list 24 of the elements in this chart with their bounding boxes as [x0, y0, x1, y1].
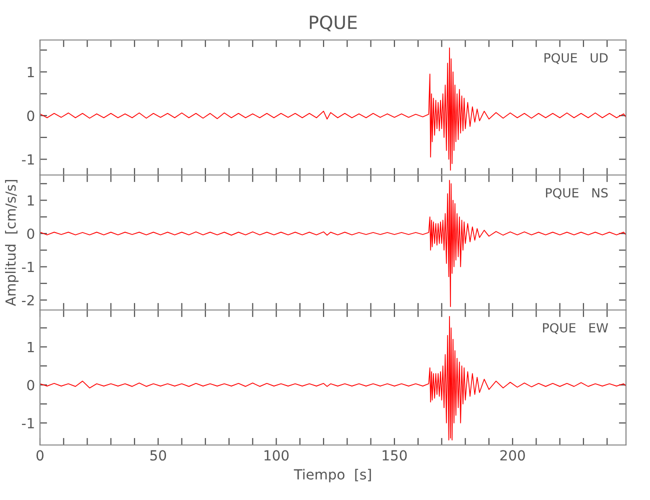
y-tick-label: 1 — [28, 67, 34, 78]
line-series — [40, 47, 626, 171]
y-tick-label: 0 — [27, 228, 34, 239]
x-tick-label: 0 — [36, 450, 44, 461]
y-tick-label: -1 — [22, 262, 34, 272]
x-tick-label: 50 — [150, 450, 166, 461]
line-series — [40, 180, 626, 308]
x-tick-label: 200 — [500, 450, 525, 461]
y-tick-label: -1 — [22, 418, 34, 428]
y-tick-label: 1 — [28, 342, 34, 352]
chart-title: PQUE — [310, 15, 357, 32]
y-tick-label: -2 — [22, 294, 34, 306]
y-axis-title: Amplitud [cm/s/s] — [5, 180, 19, 306]
y-tick-label: 0 — [27, 380, 34, 390]
x-tick-label: 100 — [264, 450, 289, 461]
annotation: PQUE NS — [546, 188, 608, 199]
y-tick-label: 1 — [28, 195, 34, 206]
line-series — [40, 316, 626, 440]
y-tick-label: 0 — [27, 110, 34, 122]
annotation: PQUE UD — [544, 53, 608, 64]
x-tick-label: 150 — [382, 450, 407, 461]
annotation: PQUE EW — [543, 323, 608, 334]
x-axis-title: Tiempo [s] — [294, 468, 371, 482]
y-tick-label: -1 — [22, 154, 34, 165]
